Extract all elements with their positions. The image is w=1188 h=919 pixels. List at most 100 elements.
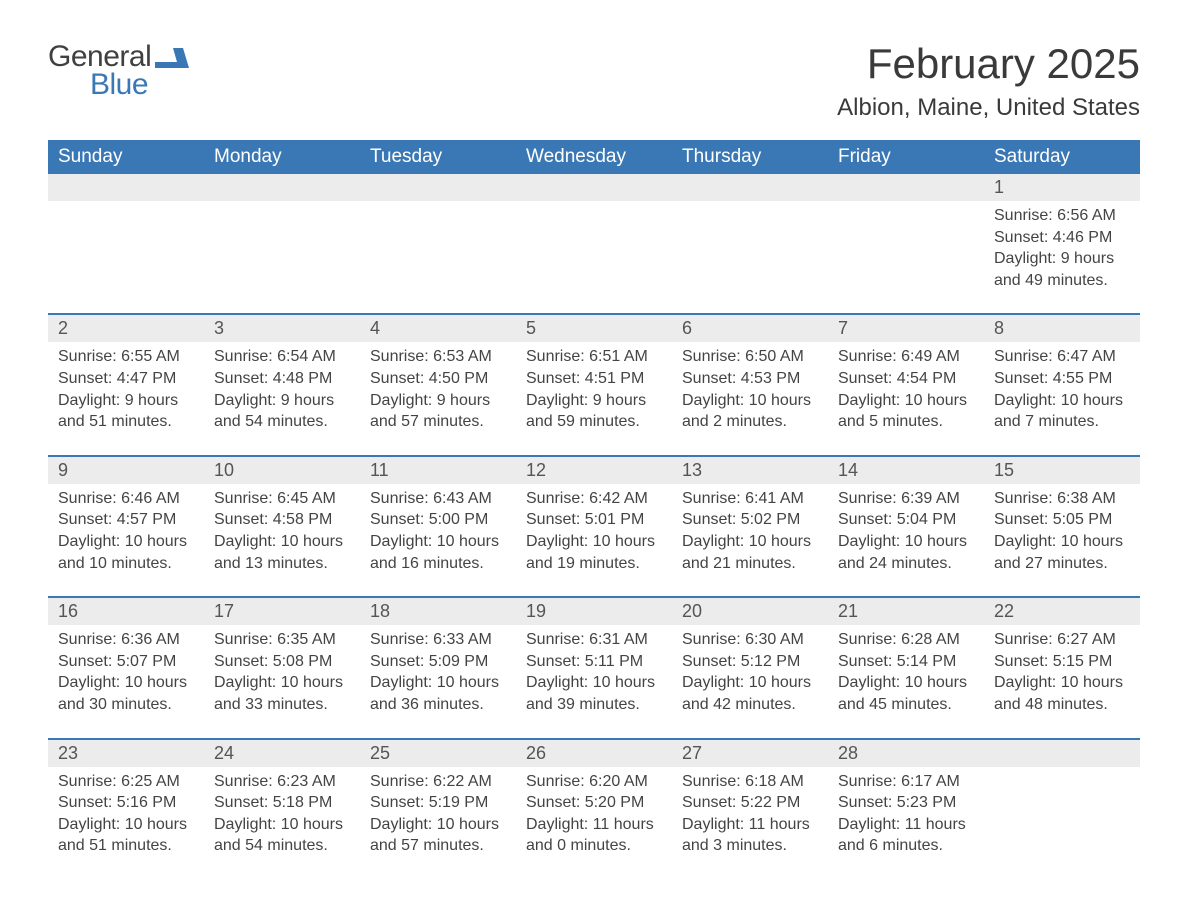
- daylight-text-2: and 0 minutes.: [526, 835, 662, 857]
- day-detail: Sunrise: 6:42 AMSunset: 5:01 PMDaylight:…: [516, 484, 672, 597]
- sunrise-text: Sunrise: 6:28 AM: [838, 629, 974, 651]
- daylight-text-2: and 54 minutes.: [214, 411, 350, 433]
- daylight-text-2: and 48 minutes.: [994, 694, 1130, 716]
- sunset-text: Sunset: 5:23 PM: [838, 792, 974, 814]
- day-detail: [984, 767, 1140, 879]
- daylight-text-2: and 45 minutes.: [838, 694, 974, 716]
- day-number: 18: [360, 598, 516, 625]
- day-detail: [204, 201, 360, 314]
- day-detail: Sunrise: 6:30 AMSunset: 5:12 PMDaylight:…: [672, 625, 828, 738]
- day-number: 20: [672, 598, 828, 625]
- sunset-text: Sunset: 5:11 PM: [526, 651, 662, 673]
- daylight-text-1: Daylight: 10 hours: [370, 814, 506, 836]
- daylight-text-2: and 36 minutes.: [370, 694, 506, 716]
- sunset-text: Sunset: 5:09 PM: [370, 651, 506, 673]
- daylight-text-2: and 42 minutes.: [682, 694, 818, 716]
- day-detail-row: Sunrise: 6:55 AMSunset: 4:47 PMDaylight:…: [48, 342, 1140, 455]
- sunset-text: Sunset: 5:02 PM: [682, 509, 818, 531]
- day-number: [48, 174, 204, 201]
- sunrise-text: Sunrise: 6:17 AM: [838, 771, 974, 793]
- day-detail: [672, 201, 828, 314]
- daylight-text-1: Daylight: 10 hours: [214, 531, 350, 553]
- daylight-text-1: Daylight: 10 hours: [214, 672, 350, 694]
- sunrise-text: Sunrise: 6:30 AM: [682, 629, 818, 651]
- sunset-text: Sunset: 4:50 PM: [370, 368, 506, 390]
- daylight-text-1: Daylight: 10 hours: [682, 390, 818, 412]
- sunset-text: Sunset: 5:07 PM: [58, 651, 194, 673]
- sunrise-text: Sunrise: 6:45 AM: [214, 488, 350, 510]
- day-detail: Sunrise: 6:39 AMSunset: 5:04 PMDaylight:…: [828, 484, 984, 597]
- day-detail: Sunrise: 6:31 AMSunset: 5:11 PMDaylight:…: [516, 625, 672, 738]
- sunset-text: Sunset: 4:48 PM: [214, 368, 350, 390]
- day-detail: [48, 201, 204, 314]
- sunset-text: Sunset: 4:53 PM: [682, 368, 818, 390]
- day-detail: Sunrise: 6:18 AMSunset: 5:22 PMDaylight:…: [672, 767, 828, 879]
- sunset-text: Sunset: 4:46 PM: [994, 227, 1130, 249]
- sunrise-text: Sunrise: 6:33 AM: [370, 629, 506, 651]
- sunset-text: Sunset: 5:14 PM: [838, 651, 974, 673]
- sunrise-text: Sunrise: 6:20 AM: [526, 771, 662, 793]
- day-number: 6: [672, 315, 828, 342]
- daylight-text-1: Daylight: 10 hours: [526, 672, 662, 694]
- daylight-text-2: and 24 minutes.: [838, 553, 974, 575]
- day-number: [204, 174, 360, 201]
- day-detail: Sunrise: 6:55 AMSunset: 4:47 PMDaylight:…: [48, 342, 204, 455]
- daylight-text-2: and 2 minutes.: [682, 411, 818, 433]
- day-number-row: 16171819202122: [48, 598, 1140, 625]
- daylight-text-2: and 54 minutes.: [214, 835, 350, 857]
- daylight-text-1: Daylight: 10 hours: [994, 390, 1130, 412]
- daylight-text-1: Daylight: 10 hours: [370, 672, 506, 694]
- daylight-text-1: Daylight: 9 hours: [214, 390, 350, 412]
- daylight-text-2: and 21 minutes.: [682, 553, 818, 575]
- daylight-text-1: Daylight: 9 hours: [994, 248, 1130, 270]
- sunrise-text: Sunrise: 6:36 AM: [58, 629, 194, 651]
- day-number: 3: [204, 315, 360, 342]
- sunset-text: Sunset: 5:08 PM: [214, 651, 350, 673]
- day-detail: Sunrise: 6:47 AMSunset: 4:55 PMDaylight:…: [984, 342, 1140, 455]
- sunrise-text: Sunrise: 6:18 AM: [682, 771, 818, 793]
- dow-header: Sunday: [48, 140, 204, 174]
- sunset-text: Sunset: 4:55 PM: [994, 368, 1130, 390]
- month-title: February 2025: [837, 40, 1140, 88]
- day-number: 12: [516, 457, 672, 484]
- sunset-text: Sunset: 5:01 PM: [526, 509, 662, 531]
- sunrise-text: Sunrise: 6:35 AM: [214, 629, 350, 651]
- daylight-text-1: Daylight: 10 hours: [682, 531, 818, 553]
- day-detail-row: Sunrise: 6:56 AMSunset: 4:46 PMDaylight:…: [48, 201, 1140, 314]
- daylight-text-1: Daylight: 10 hours: [994, 531, 1130, 553]
- day-number: 24: [204, 740, 360, 767]
- daylight-text-2: and 33 minutes.: [214, 694, 350, 716]
- sunrise-text: Sunrise: 6:49 AM: [838, 346, 974, 368]
- sunrise-text: Sunrise: 6:25 AM: [58, 771, 194, 793]
- daylight-text-2: and 6 minutes.: [838, 835, 974, 857]
- sunset-text: Sunset: 5:15 PM: [994, 651, 1130, 673]
- daylight-text-2: and 16 minutes.: [370, 553, 506, 575]
- day-detail: Sunrise: 6:38 AMSunset: 5:05 PMDaylight:…: [984, 484, 1140, 597]
- day-detail: Sunrise: 6:50 AMSunset: 4:53 PMDaylight:…: [672, 342, 828, 455]
- daylight-text-1: Daylight: 11 hours: [526, 814, 662, 836]
- daylight-text-2: and 59 minutes.: [526, 411, 662, 433]
- daylight-text-2: and 57 minutes.: [370, 835, 506, 857]
- day-number: 14: [828, 457, 984, 484]
- daylight-text-1: Daylight: 10 hours: [58, 814, 194, 836]
- daylight-text-2: and 57 minutes.: [370, 411, 506, 433]
- day-number: 7: [828, 315, 984, 342]
- day-number: 5: [516, 315, 672, 342]
- daylight-text-1: Daylight: 9 hours: [370, 390, 506, 412]
- sunset-text: Sunset: 5:20 PM: [526, 792, 662, 814]
- day-detail: Sunrise: 6:36 AMSunset: 5:07 PMDaylight:…: [48, 625, 204, 738]
- day-detail: [828, 201, 984, 314]
- daylight-text-1: Daylight: 10 hours: [838, 672, 974, 694]
- day-number: [984, 740, 1140, 767]
- sunset-text: Sunset: 4:54 PM: [838, 368, 974, 390]
- day-of-week-row: SundayMondayTuesdayWednesdayThursdayFrid…: [48, 140, 1140, 174]
- daylight-text-1: Daylight: 10 hours: [58, 531, 194, 553]
- day-number: 17: [204, 598, 360, 625]
- location: Albion, Maine, United States: [837, 94, 1140, 122]
- logo: General Blue: [48, 40, 189, 102]
- sunset-text: Sunset: 4:51 PM: [526, 368, 662, 390]
- day-number: 23: [48, 740, 204, 767]
- day-detail: Sunrise: 6:51 AMSunset: 4:51 PMDaylight:…: [516, 342, 672, 455]
- dow-header: Tuesday: [360, 140, 516, 174]
- day-detail: Sunrise: 6:49 AMSunset: 4:54 PMDaylight:…: [828, 342, 984, 455]
